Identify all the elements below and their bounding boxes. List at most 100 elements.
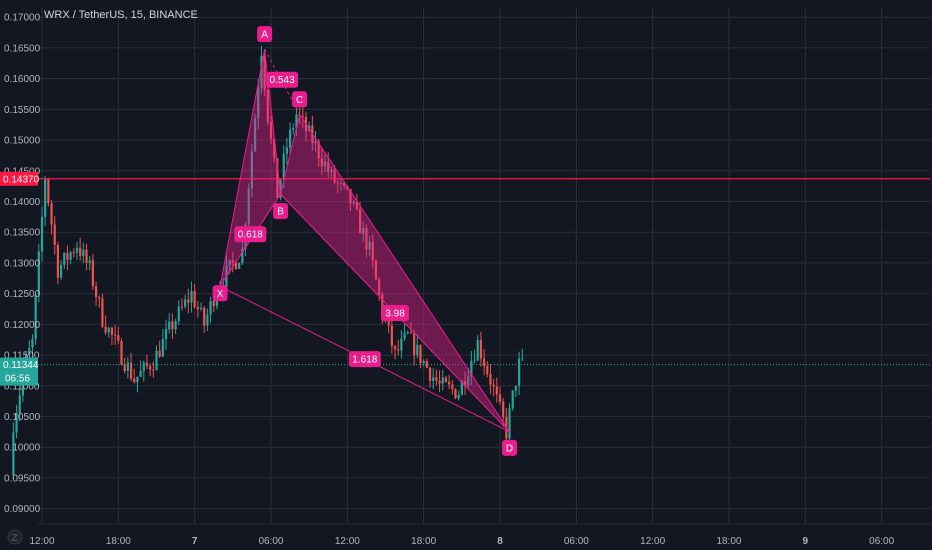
y-tick-label: 0.12500 — [4, 289, 41, 300]
candle — [174, 318, 177, 334]
candle — [419, 344, 422, 369]
candle — [136, 376, 139, 393]
candle — [63, 252, 66, 269]
candle — [448, 374, 451, 390]
candle — [390, 316, 393, 354]
svg-text:Z: Z — [12, 533, 18, 544]
candle — [489, 364, 492, 395]
candle — [209, 296, 212, 324]
candle — [177, 300, 180, 326]
candle — [101, 294, 104, 329]
svg-text:C: C — [296, 95, 303, 106]
pattern-point-b[interactable]: B — [273, 203, 289, 220]
y-tick-label: 0.12000 — [4, 320, 41, 331]
candle — [343, 181, 346, 190]
candle — [94, 281, 98, 306]
candle — [15, 404, 18, 439]
candle — [238, 262, 241, 270]
ratio-badge-xab[interactable]: 0.618 — [234, 226, 267, 243]
candle — [438, 370, 441, 393]
pattern-point-d[interactable]: D — [502, 439, 518, 456]
candle — [206, 308, 209, 332]
pattern-point-x[interactable]: X — [212, 285, 228, 302]
x-tick-label: 7 — [192, 536, 198, 547]
candle — [117, 326, 120, 344]
candle — [470, 351, 473, 386]
candle — [517, 351, 521, 396]
candle — [521, 348, 524, 362]
candle — [413, 330, 416, 366]
candle — [37, 243, 40, 303]
y-tick-label: 0.11000 — [4, 381, 40, 392]
candle — [374, 259, 378, 280]
candle — [358, 202, 362, 234]
chart-title: WRX / TetherUS, 15, BINANCE — [44, 9, 198, 21]
candle — [263, 53, 266, 97]
x-axis[interactable]: 12:00 18:00 7 06:00 12:00 18:00 8 06:00 12:00 18:… — [29, 523, 930, 547]
candle — [196, 301, 199, 318]
svg-text:1.618: 1.618 — [352, 355, 377, 366]
candle — [66, 245, 69, 271]
candle — [425, 358, 428, 369]
resistance-price-tag: 0.14370 — [0, 171, 40, 186]
candle — [514, 385, 518, 397]
harmonic-pattern[interactable]: X A B C D 0.618 0.543 3.98 1.618 — [212, 26, 518, 456]
pattern-point-a[interactable]: A — [257, 26, 273, 43]
y-tick-label: 0.14000 — [4, 197, 41, 208]
candle — [193, 283, 196, 309]
y-axis[interactable]: 0.170000.165000.160000.155000.150000.145… — [0, 13, 41, 515]
candle — [59, 260, 63, 280]
candle — [349, 188, 352, 212]
x-tick-label: 18:00 — [716, 536, 741, 547]
candle — [362, 221, 365, 242]
y-tick-label: 0.09000 — [4, 504, 41, 515]
candle — [44, 175, 47, 227]
candle — [98, 295, 101, 308]
candle — [184, 294, 187, 309]
candle — [91, 253, 94, 291]
candle — [441, 369, 444, 391]
svg-text:0.543: 0.543 — [270, 75, 295, 86]
candle — [56, 241, 60, 284]
candle — [253, 113, 257, 153]
svg-text:3.98: 3.98 — [385, 308, 405, 319]
candle — [85, 244, 88, 271]
pattern-point-c[interactable]: C — [292, 91, 308, 108]
candle — [72, 248, 75, 258]
candle — [432, 368, 435, 389]
price-lines — [38, 178, 930, 366]
x-tick-label: 9 — [803, 536, 809, 547]
candle — [164, 319, 168, 351]
x-tick-label: 12:00 — [29, 536, 54, 547]
ratio-badge-bcd[interactable]: 3.98 — [381, 304, 410, 321]
candle — [161, 329, 164, 357]
ratio-badge-xad[interactable]: 1.618 — [348, 351, 381, 368]
candle — [422, 359, 425, 367]
candle — [142, 360, 145, 382]
ratio-badge-abc[interactable]: 0.543 — [266, 71, 299, 88]
candle — [139, 360, 142, 378]
svg-text:X: X — [217, 289, 224, 300]
y-tick-label: 0.13000 — [4, 258, 41, 269]
candle — [199, 302, 203, 312]
candle — [301, 106, 304, 128]
candle — [47, 177, 50, 207]
svg-text:D: D — [506, 443, 513, 454]
candle — [355, 194, 358, 212]
candle — [314, 130, 317, 152]
pattern-line-bd — [280, 193, 510, 433]
candle — [123, 357, 126, 374]
svg-text:0.618: 0.618 — [238, 230, 263, 241]
candle — [320, 147, 323, 176]
candle — [110, 326, 114, 346]
candle — [40, 206, 44, 262]
candle — [406, 330, 409, 335]
candle — [31, 333, 34, 359]
candle — [190, 281, 193, 313]
x-tick-label: 06:00 — [869, 536, 894, 547]
candle — [187, 288, 190, 314]
candle — [327, 152, 330, 179]
